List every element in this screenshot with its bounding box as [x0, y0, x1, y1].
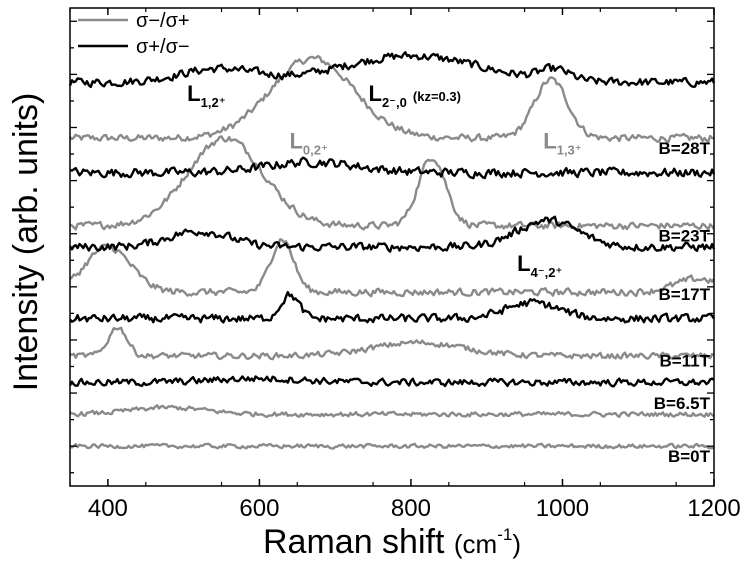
field-label: B=28T — [659, 139, 711, 158]
plot-frame — [69, 7, 715, 487]
x-axis-title-text: Raman shift — [263, 523, 445, 561]
peak-label: L4⁻,2⁺ — [517, 251, 562, 280]
x-tick-label: 800 — [391, 495, 431, 522]
legend-label: σ+/σ− — [136, 36, 190, 58]
peak-label-sub: 2⁻,0 — [382, 95, 407, 110]
x-tick-label: 1200 — [687, 495, 740, 522]
peak-label-sub: 0,2⁺ — [303, 143, 328, 158]
trace-B11T-sp-sm — [69, 290, 716, 324]
field-labels: B=28T B=23T B=17T B=11T B=6.5T B=0T — [654, 139, 711, 466]
field-label: B=0T — [668, 447, 711, 466]
spectra-traces — [68, 51, 716, 450]
trace-B6.5T-sp-sm — [68, 375, 715, 388]
x-axis-title: Raman shift (cm-1) — [263, 523, 521, 561]
x-axis-unit-close: ) — [512, 529, 521, 559]
trace-B6.5T-sm-sp — [69, 404, 715, 419]
peak-label-sub: 1,3⁺ — [557, 143, 582, 158]
peak-label: L0,2⁺ — [289, 129, 327, 158]
trace-B0T-sm-sp — [69, 442, 715, 450]
trace-B17T-sm-sp — [69, 238, 716, 298]
trace-B28T-sp-sm — [68, 51, 716, 89]
x-axis-unit: (cm — [454, 529, 497, 559]
peak-label-main: L — [543, 129, 556, 154]
peak-label: L1,2⁺ — [187, 81, 225, 110]
x-axis-ticks: 400 600 800 1000 1200 — [69, 8, 741, 522]
peak-label-sub: 1,2⁺ — [201, 95, 226, 110]
trace-B17T-sp-sm — [68, 215, 716, 253]
peak-label-main: L — [517, 251, 530, 276]
trace-B28T-sm-sp — [69, 54, 715, 144]
peak-label-extra: (kz=0.3) — [413, 89, 461, 104]
trace-B23T-sp-sm — [69, 156, 716, 180]
trace-B11T-sm-sp — [69, 326, 715, 361]
peak-label-main: L — [187, 81, 200, 106]
field-label: B=11T — [659, 352, 710, 371]
legend-label: σ−/σ+ — [136, 10, 190, 32]
legend: σ−/σ+ σ+/σ− — [78, 10, 190, 58]
x-tick-label: 400 — [88, 495, 128, 522]
peak-annotations: L1,2⁺L0,2⁺L2⁻,0 (kz=0.3)L1,3⁺L4⁻,2⁺ — [187, 81, 581, 280]
trace-B23T-sm-sp — [69, 135, 715, 231]
x-axis-unit-sup: -1 — [497, 525, 512, 544]
peak-label-sub: 4⁻,2⁺ — [531, 265, 563, 280]
x-tick-label: 600 — [239, 495, 279, 522]
field-label: B=23T — [659, 227, 711, 246]
field-label: B=6.5T — [654, 394, 711, 413]
peak-label-main: L — [289, 129, 302, 154]
peak-label: L2⁻,0 (kz=0.3) — [369, 81, 461, 110]
y-axis-title: Intensity (arb. units) — [7, 93, 45, 392]
x-tick-label: 1000 — [536, 495, 589, 522]
peak-label-main: L — [369, 81, 382, 106]
peak-label: L1,3⁺ — [543, 129, 581, 158]
field-label: B=17T — [659, 285, 711, 304]
y-axis-ticks — [70, 20, 714, 474]
